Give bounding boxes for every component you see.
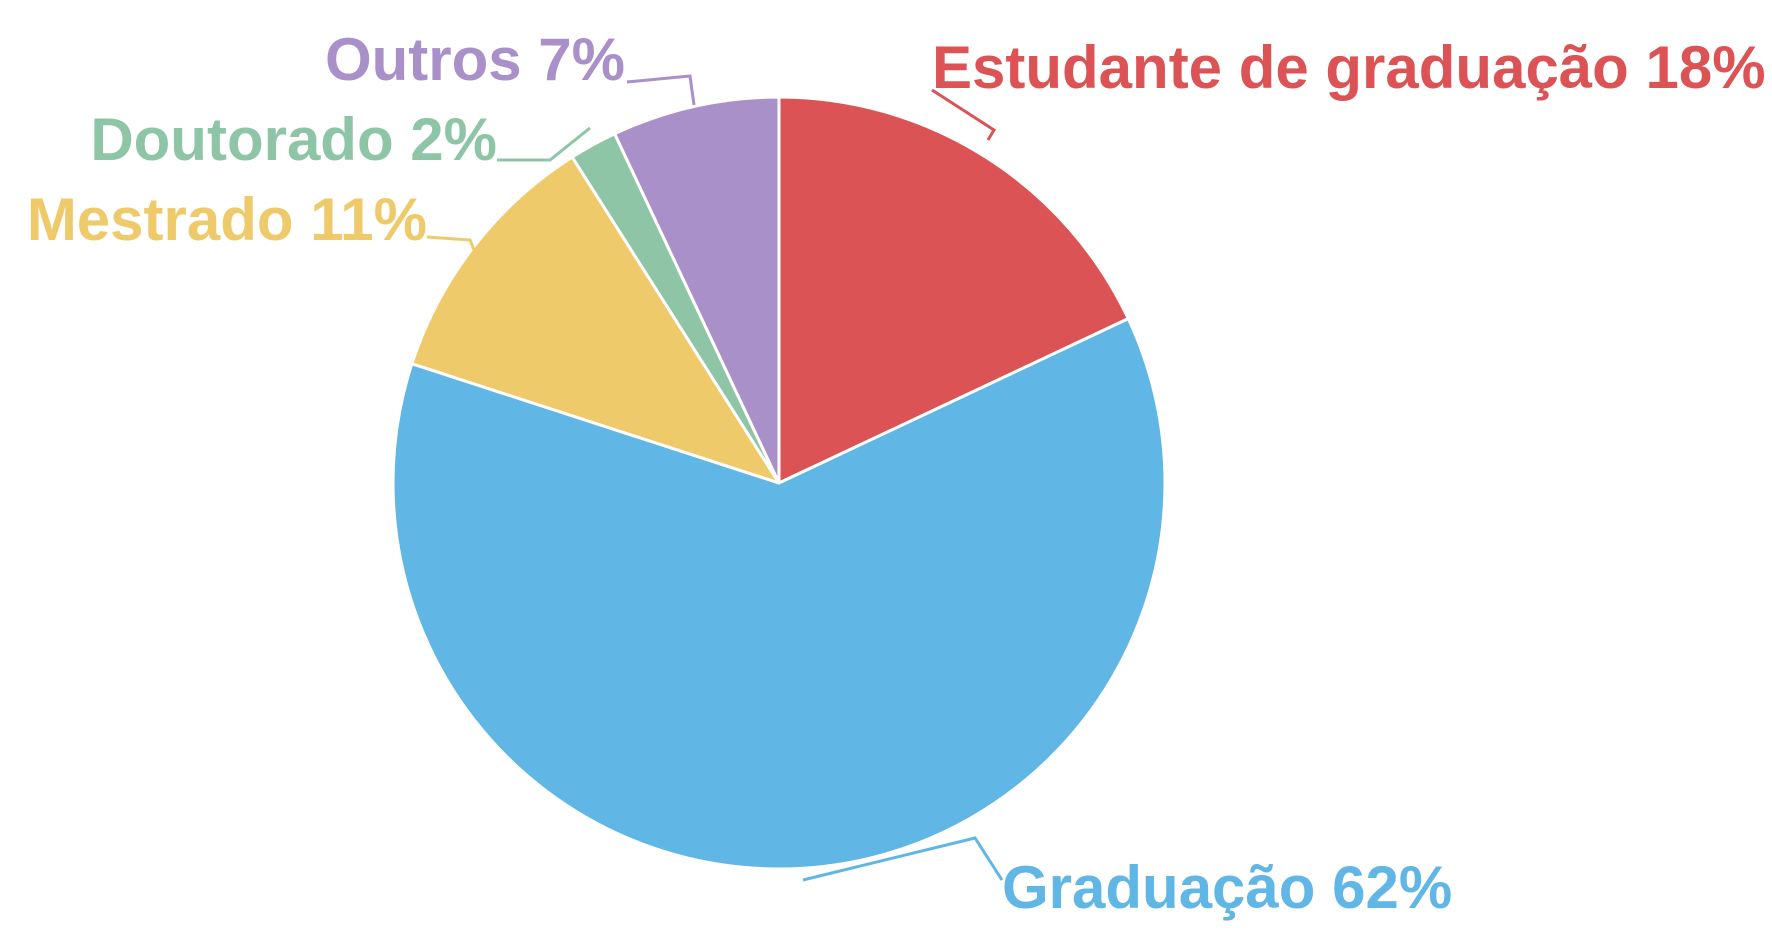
slice-label: Graduação 62%: [1002, 854, 1452, 921]
slice-label: Mestrado 11%: [27, 186, 427, 253]
leader-lines: [426, 74, 1004, 882]
slice-labels: Estudante de graduação 18% Graduação 62% M…: [27, 26, 1766, 921]
pie-slice-outros: [613, 95, 781, 485]
slice-label: Estudante de graduação 18%: [932, 34, 1766, 101]
pie-slices: [391, 95, 1167, 871]
pie-slice-estudante-de-graduacao: [777, 95, 1130, 485]
leader-line: [497, 126, 591, 162]
pie-slice-graduacao: [391, 317, 1167, 871]
leader-line: [802, 836, 1004, 882]
slice-label: Outros 7%: [325, 26, 625, 93]
leader-line: [626, 74, 696, 106]
leader-line: [931, 88, 997, 141]
slice-label: Doutorado 2%: [90, 106, 497, 173]
leader-line: [426, 235, 476, 251]
